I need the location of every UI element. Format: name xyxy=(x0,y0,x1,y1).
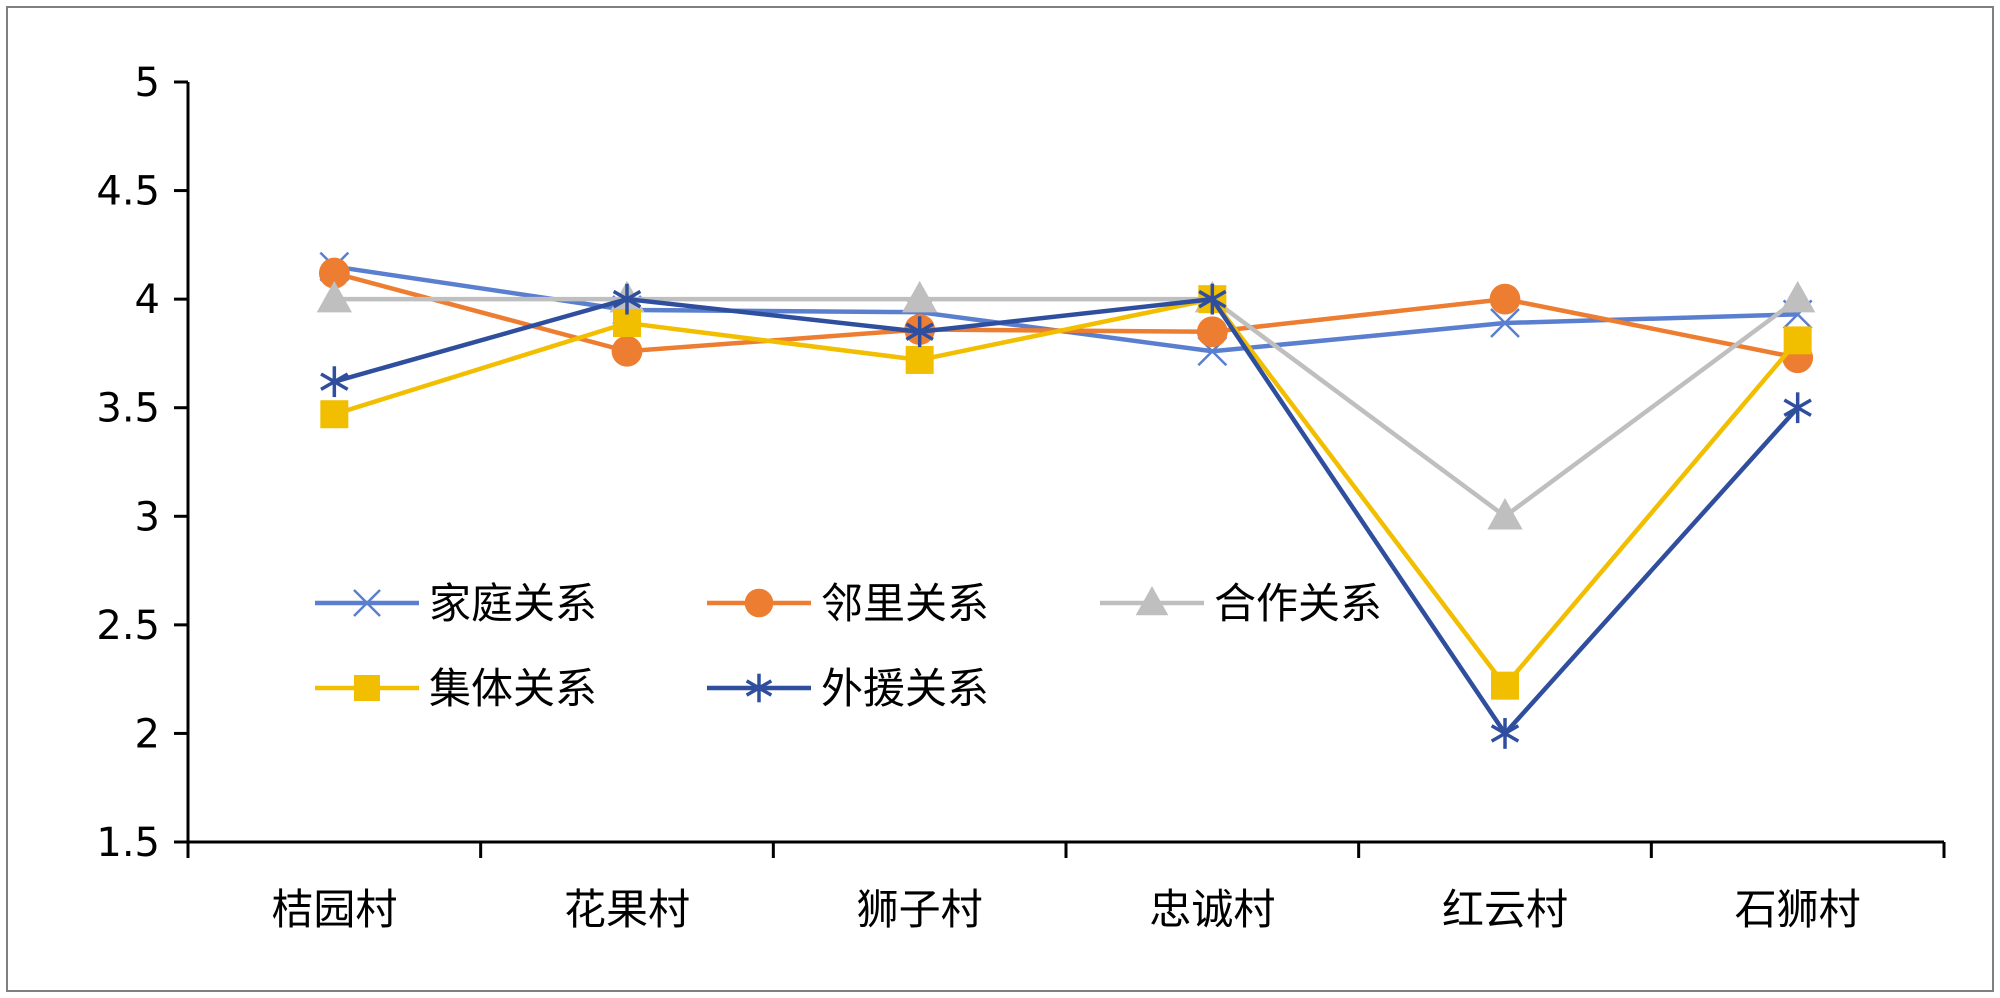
legend-label: 外援关系 xyxy=(821,664,989,713)
data-point xyxy=(905,345,934,374)
data-point xyxy=(902,280,938,313)
legend-marker xyxy=(745,673,773,703)
legend-item: 家庭关系 xyxy=(315,579,597,628)
legend-label: 邻里关系 xyxy=(821,579,989,628)
data-point xyxy=(316,280,352,313)
x-category-label: 花果村 xyxy=(564,885,690,934)
data-point xyxy=(1490,718,1520,749)
legend-marker xyxy=(744,588,774,618)
data-point xyxy=(611,335,643,367)
y-tick-label: 2 xyxy=(135,711,160,757)
legend-label: 家庭关系 xyxy=(429,579,597,628)
data-point xyxy=(1198,283,1227,315)
x-category-label: 石狮村 xyxy=(1735,885,1861,934)
data-point xyxy=(1783,392,1812,424)
data-point xyxy=(1783,326,1812,355)
legend-marker xyxy=(1135,586,1169,616)
series-line xyxy=(333,296,1800,688)
data-point xyxy=(320,366,349,398)
series-line xyxy=(333,296,1800,736)
series-line xyxy=(334,296,1800,519)
data-point xyxy=(318,257,350,289)
legend-item: 外援关系 xyxy=(707,664,989,713)
x-category-label: 桔园村 xyxy=(271,885,397,934)
x-category-label: 忠诚村 xyxy=(1149,885,1275,934)
data-point xyxy=(905,316,934,348)
y-tick-label: 4.5 xyxy=(96,169,160,215)
x-category-label: 狮子村 xyxy=(857,885,983,934)
y-tick-label: 2.5 xyxy=(96,603,160,649)
data-point xyxy=(1489,283,1521,315)
data-point xyxy=(320,400,349,429)
data-point xyxy=(1491,671,1519,700)
y-tick-label: 5 xyxy=(135,60,160,106)
x-category-label: 红云村 xyxy=(1442,885,1568,934)
data-point xyxy=(1487,498,1523,530)
legend-marker xyxy=(353,589,381,617)
y-tick-label: 1.5 xyxy=(96,820,160,866)
data-point xyxy=(1490,308,1520,338)
y-tick-label: 4 xyxy=(135,277,160,323)
legend-item: 合作关系 xyxy=(1100,579,1382,628)
legend-label: 集体关系 xyxy=(429,664,597,713)
data-point xyxy=(1780,280,1816,313)
y-tick-label: 3.5 xyxy=(96,386,160,432)
y-tick-label: 3 xyxy=(135,494,160,540)
legend-item: 邻里关系 xyxy=(707,579,989,628)
data-point xyxy=(612,283,642,315)
legend-label: 合作关系 xyxy=(1214,579,1382,628)
data-point xyxy=(1196,316,1228,348)
series-5 xyxy=(320,283,1812,749)
legend-item: 集体关系 xyxy=(315,664,597,713)
legend-marker xyxy=(354,675,380,701)
